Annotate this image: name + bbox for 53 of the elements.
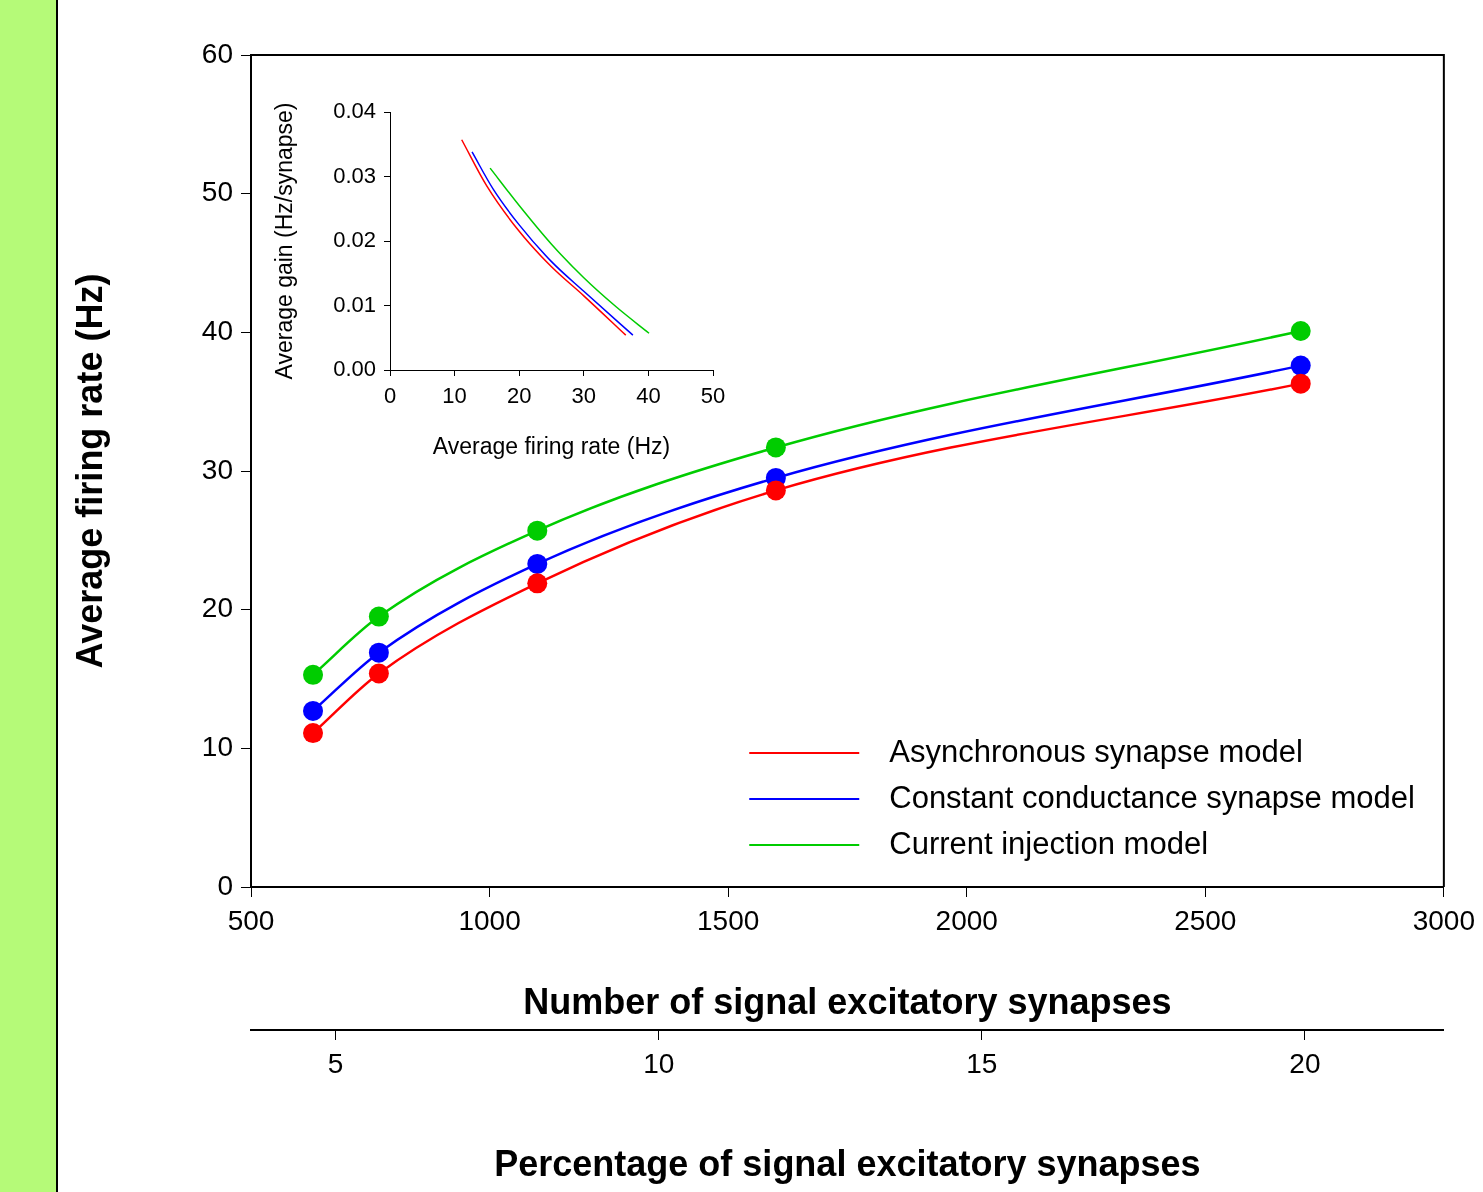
x-tick-label: 40 xyxy=(636,383,661,409)
y-tick-label: 0.00 xyxy=(333,356,376,382)
x-tick-label: 50 xyxy=(700,383,726,409)
point xyxy=(368,606,389,627)
point xyxy=(368,642,389,663)
point xyxy=(527,573,548,594)
legend-label: Current injection model xyxy=(889,825,1209,861)
x2-tick-label: 10 xyxy=(643,1047,675,1079)
point xyxy=(303,723,324,744)
point xyxy=(1290,373,1311,394)
point xyxy=(1290,320,1311,341)
x-tick-label: 1000 xyxy=(458,904,521,936)
x-tick-label: 3000 xyxy=(1412,904,1475,936)
legend-label: Asynchronous synapse model xyxy=(889,733,1303,769)
x-axis-title: Number of signal excitatory synapses xyxy=(523,981,1172,1023)
point xyxy=(527,553,548,574)
y-tick-label: 50 xyxy=(201,176,233,208)
x-axis-title: Average firing rate (Hz) xyxy=(432,432,671,459)
point xyxy=(765,480,786,501)
y-axis-title: Average firing rate (Hz) xyxy=(68,273,110,669)
x-tick-label: 20 xyxy=(506,383,532,409)
y-tick-label: 0.04 xyxy=(333,98,376,124)
line-series xyxy=(489,167,650,334)
x-tick-label: 500 xyxy=(227,904,275,936)
y-tick-label: 10 xyxy=(201,731,233,763)
y-tick-label: 60 xyxy=(201,37,233,69)
y-axis-title: Average gain (Hz/synapse) xyxy=(271,102,298,380)
x-tick-label: 30 xyxy=(571,383,597,409)
x-tick-label: 0 xyxy=(383,383,397,409)
line-series xyxy=(460,138,627,336)
x2-tick-label: 20 xyxy=(1289,1047,1321,1079)
y-tick-label: 0.01 xyxy=(333,291,376,317)
point xyxy=(1290,355,1311,376)
y-tick-label: 20 xyxy=(201,592,233,624)
legend-label: Constant conductance synapse model xyxy=(889,779,1415,815)
y-tick-label: 0.02 xyxy=(333,227,376,253)
point xyxy=(527,520,548,541)
point xyxy=(303,664,324,685)
point xyxy=(368,663,389,684)
x-tick-label: 2000 xyxy=(935,904,998,936)
y-tick-label: 0 xyxy=(217,869,233,901)
x2-tick-label: 5 xyxy=(327,1047,344,1079)
x2-axis-title: Percentage of signal excitatory synapses xyxy=(494,1143,1201,1185)
y-tick-label: 30 xyxy=(201,453,233,485)
point xyxy=(765,437,786,458)
y-tick-label: 40 xyxy=(201,315,233,347)
line-series xyxy=(471,151,634,336)
x-tick-label: 1500 xyxy=(696,904,760,936)
point xyxy=(303,700,324,721)
x-tick-label: 2500 xyxy=(1174,904,1237,936)
y-tick-label: 0.03 xyxy=(333,162,376,188)
x2-tick-label: 15 xyxy=(966,1047,998,1079)
x-tick-label: 10 xyxy=(442,383,467,409)
